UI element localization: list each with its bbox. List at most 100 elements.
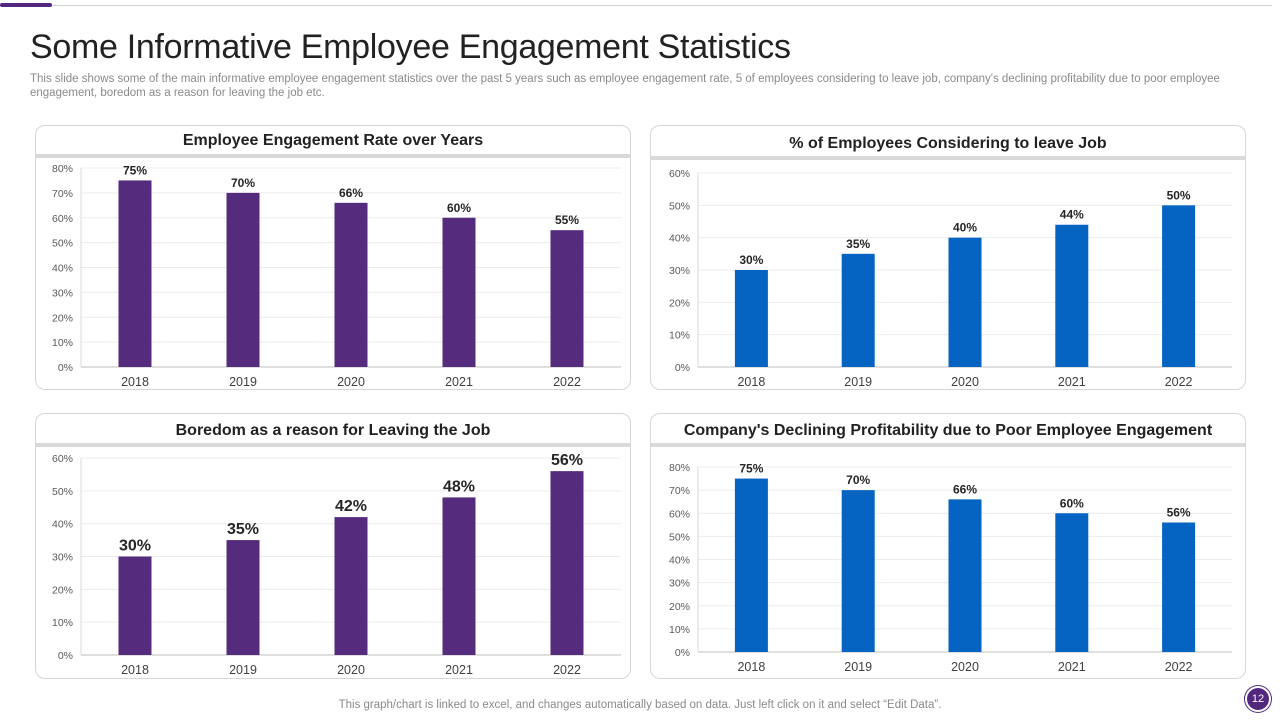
- x-tick-label: 2020: [337, 375, 365, 389]
- data-label: 42%: [335, 498, 367, 515]
- y-tick-label: 10%: [52, 617, 73, 629]
- top-accent-bar: [0, 3, 52, 7]
- x-tick-label: 2018: [121, 375, 149, 389]
- chart-panel-boredom[interactable]: Boredom as a reason for Leaving the Job …: [35, 413, 631, 679]
- x-tick-label: 2018: [121, 663, 149, 677]
- data-label: 48%: [443, 478, 475, 495]
- x-tick-label: 2021: [1058, 375, 1086, 389]
- y-tick-label: 40%: [52, 519, 73, 531]
- data-label: 70%: [231, 176, 255, 190]
- bar: [948, 237, 982, 367]
- chart-panel-engagement-rate[interactable]: Employee Engagement Rate over Years 0% 10…: [35, 125, 631, 390]
- y-tick-label: 0%: [58, 362, 73, 374]
- y-tick-label: 60%: [52, 453, 73, 465]
- y-tick-label: 0%: [675, 362, 690, 374]
- x-tick-label: 2019: [844, 660, 872, 674]
- bar: [1055, 224, 1089, 367]
- bar: [734, 478, 768, 652]
- data-label: 60%: [447, 201, 471, 215]
- bar: [1162, 522, 1196, 652]
- y-tick-label: 60%: [669, 168, 690, 180]
- y-tick-label: 30%: [52, 552, 73, 564]
- y-tick-label: 20%: [669, 601, 690, 613]
- panel-divider: [651, 443, 1245, 447]
- data-label: 75%: [739, 462, 763, 476]
- x-tick-label: 2021: [445, 375, 473, 389]
- bar: [948, 499, 982, 652]
- y-tick-label: 80%: [669, 462, 690, 474]
- chart-panel-declining-profitability[interactable]: Company's Declining Profitability due to…: [650, 413, 1246, 679]
- page-subtitle: This slide shows some of the main inform…: [30, 73, 1220, 99]
- page-title: Some Informative Employee Engagement Sta…: [30, 28, 791, 66]
- x-tick-label: 2018: [737, 375, 765, 389]
- engagement-rate-chart[interactable]: 0% 10% 20% 30% 40% 50% 60% 70% 80% 75% 2018 70% 2019…: [36, 126, 631, 390]
- y-tick-label: 0%: [675, 647, 690, 659]
- bar: [841, 253, 875, 367]
- y-tick-label: 40%: [669, 233, 690, 245]
- chart-title: Company's Declining Profitability due to…: [683, 422, 1213, 439]
- declining-profitability-chart[interactable]: 0% 10% 20% 30% 40% 50% 60% 70% 80% 75% 2018 70% 2019…: [651, 414, 1246, 679]
- bar: [734, 270, 768, 367]
- chart-title: Employee Engagement Rate over Years: [182, 132, 484, 149]
- data-label: 66%: [339, 186, 363, 200]
- data-label: 40%: [953, 221, 977, 235]
- data-label: 75%: [123, 163, 147, 177]
- y-tick-label: 70%: [669, 485, 690, 497]
- bar: [1162, 205, 1196, 367]
- x-tick-label: 2020: [337, 663, 365, 677]
- y-tick-label: 80%: [52, 163, 73, 175]
- bar: [226, 192, 260, 367]
- y-tick-label: 30%: [669, 265, 690, 277]
- data-label: 44%: [1060, 208, 1084, 222]
- data-label: 55%: [555, 213, 579, 227]
- data-label: 70%: [846, 473, 870, 487]
- x-tick-label: 2020: [951, 660, 979, 674]
- data-label: 60%: [1060, 496, 1084, 510]
- y-tick-label: 0%: [58, 650, 73, 662]
- footer-note: This graph/chart is linked to excel, and…: [338, 699, 942, 711]
- data-label: 35%: [846, 237, 870, 251]
- panel-divider: [36, 154, 630, 158]
- data-label: 50%: [1167, 188, 1191, 202]
- boredom-chart[interactable]: 0% 10% 20% 30% 40% 50% 60% 30% 2018 35% 2019 42% 202…: [36, 414, 631, 679]
- bar: [550, 230, 584, 367]
- x-tick-label: 2022: [553, 663, 581, 677]
- bar: [550, 471, 584, 655]
- bar: [334, 202, 368, 367]
- bar: [442, 497, 476, 655]
- y-tick-label: 60%: [669, 508, 690, 520]
- y-tick-label: 30%: [52, 287, 73, 299]
- x-tick-label: 2018: [737, 660, 765, 674]
- x-tick-label: 2019: [844, 375, 872, 389]
- x-tick-label: 2022: [1165, 375, 1193, 389]
- y-tick-label: 20%: [52, 312, 73, 324]
- y-tick-label: 30%: [669, 578, 690, 590]
- chart-panel-considering-leave[interactable]: % of Employees Considering to leave Job …: [650, 125, 1246, 390]
- x-tick-label: 2019: [229, 663, 257, 677]
- x-tick-label: 2021: [1058, 660, 1086, 674]
- y-tick-label: 40%: [669, 555, 690, 567]
- bar: [118, 180, 152, 367]
- data-label: 66%: [953, 482, 977, 496]
- y-tick-label: 50%: [52, 238, 73, 250]
- y-tick-label: 60%: [52, 213, 73, 225]
- y-tick-label: 70%: [52, 188, 73, 200]
- x-tick-label: 2022: [553, 375, 581, 389]
- data-label: 56%: [551, 452, 583, 469]
- y-tick-label: 50%: [669, 200, 690, 212]
- bar: [1055, 513, 1089, 652]
- top-rule: [52, 5, 1272, 6]
- page-number-badge: 12: [1247, 688, 1269, 710]
- data-label: 56%: [1167, 506, 1191, 520]
- y-tick-label: 50%: [52, 486, 73, 498]
- bar: [226, 540, 260, 655]
- y-tick-label: 10%: [669, 330, 690, 342]
- bar: [334, 517, 368, 655]
- data-label: 30%: [119, 538, 151, 555]
- y-tick-label: 10%: [669, 624, 690, 636]
- y-tick-label: 40%: [52, 263, 73, 275]
- x-tick-label: 2019: [229, 375, 257, 389]
- x-tick-label: 2021: [445, 663, 473, 677]
- considering-leave-chart[interactable]: 0% 10% 20% 30% 40% 50% 60% 30% 2018 35% 2019 40% 202…: [651, 126, 1246, 390]
- panel-divider: [651, 156, 1245, 160]
